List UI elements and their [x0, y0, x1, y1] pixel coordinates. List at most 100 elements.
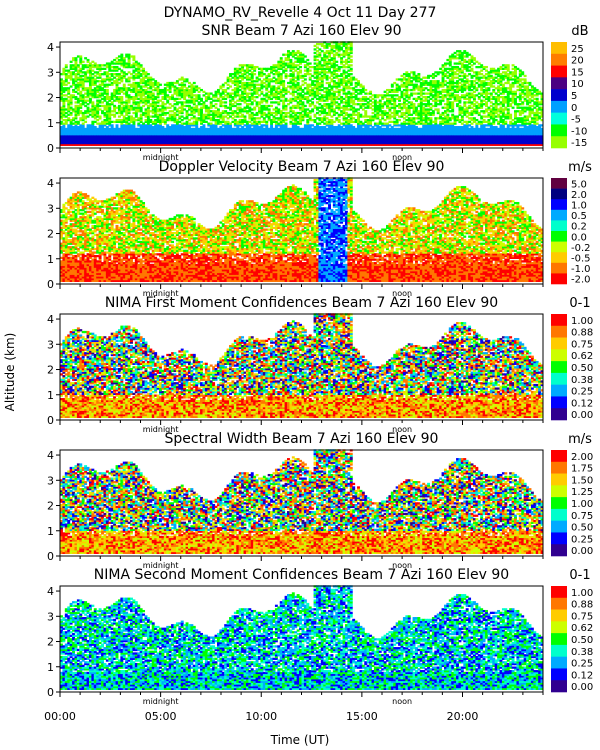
heatmap-cell	[86, 65, 90, 69]
heatmap-cell	[117, 131, 121, 134]
heatmap-cell	[69, 111, 73, 115]
heatmap-cell	[127, 58, 131, 62]
heatmap-cell	[76, 131, 80, 134]
heatmap-cell	[108, 104, 112, 108]
heatmap-cell	[98, 73, 102, 76]
heatmap-cell	[60, 117, 63, 120]
heatmap-cell	[185, 141, 189, 145]
heatmap-cell	[168, 97, 172, 101]
heatmap-cell	[173, 85, 177, 88]
heatmap-cell	[79, 103, 83, 106]
heatmap-cell	[86, 126, 90, 129]
heatmap-cell	[149, 87, 153, 90]
heatmap-cell	[62, 67, 66, 71]
heatmap-cell	[60, 85, 63, 88]
heatmap-cell	[183, 88, 187, 92]
heatmap-cell	[125, 87, 129, 90]
heatmap-cell	[178, 124, 182, 127]
heatmap-cell	[127, 138, 131, 141]
heatmap-cell	[134, 134, 138, 138]
heatmap-cell	[88, 94, 92, 97]
heatmap-cell	[130, 115, 133, 118]
heatmap-cell	[173, 108, 177, 111]
heatmap-cell	[308, 115, 312, 118]
heatmap-cell	[98, 88, 102, 92]
heatmap-cell	[120, 122, 124, 125]
heatmap-cell	[132, 71, 136, 74]
heatmap-cell	[175, 136, 179, 139]
heatmap-cell	[91, 108, 95, 111]
heatmap-cell	[96, 108, 100, 111]
heatmap-cell	[115, 96, 119, 99]
heatmap-cell	[185, 120, 189, 124]
heatmap-cell	[173, 92, 177, 95]
heatmap-cell	[163, 92, 167, 95]
heatmap-cell	[84, 78, 88, 81]
heatmap-cell	[142, 122, 146, 125]
heatmap-cell	[88, 80, 92, 83]
heatmap-cell	[110, 81, 114, 85]
heatmap-cell	[93, 71, 97, 74]
heatmap-cell	[120, 87, 124, 90]
heatmap-cell	[178, 141, 182, 145]
heatmap-cell	[173, 90, 177, 93]
heatmap-cell	[190, 106, 194, 109]
heatmap-cell	[79, 106, 83, 109]
heatmap-cell	[161, 97, 165, 101]
heatmap-cell	[72, 110, 75, 113]
heatmap-cell	[161, 113, 165, 116]
heatmap-cell	[139, 115, 143, 118]
heatmap-cell	[74, 57, 78, 60]
heatmap-cell	[139, 140, 143, 143]
heatmap-cell	[173, 141, 177, 145]
heatmap-cell	[69, 124, 73, 127]
heatmap-cell	[159, 124, 162, 127]
heatmap-cell	[180, 131, 184, 134]
heatmap-cell	[117, 111, 121, 115]
heatmap-cell	[60, 111, 63, 115]
heatmap-cell	[146, 99, 150, 102]
heatmap-cell	[178, 110, 182, 113]
heatmap-cell	[103, 73, 107, 76]
heatmap-cell	[267, 108, 271, 111]
heatmap-cell	[144, 124, 148, 127]
heatmap-cell	[101, 143, 104, 146]
heatmap-cell	[159, 92, 162, 95]
heatmap-cell	[175, 129, 179, 132]
heatmap-cell	[60, 140, 63, 143]
heatmap-cell	[72, 71, 75, 74]
heatmap-cell	[180, 108, 184, 111]
heatmap-cell	[72, 134, 75, 138]
heatmap-cell	[183, 117, 187, 120]
heatmap-cell	[173, 124, 177, 127]
heatmap-cell	[151, 78, 155, 81]
heatmap-cell	[96, 129, 100, 132]
heatmap-cell	[146, 110, 150, 113]
heatmap-cell	[120, 113, 124, 116]
heatmap-cell	[180, 83, 184, 86]
heatmap-cell	[156, 99, 160, 102]
heatmap-cell	[98, 80, 102, 83]
heatmap-cell	[69, 131, 73, 134]
heatmap-cell	[98, 101, 102, 104]
heatmap-cell	[86, 78, 90, 81]
heatmap-cell	[161, 126, 165, 129]
heatmap-cell	[115, 136, 119, 139]
heatmap-cell	[127, 57, 131, 60]
heatmap-cell	[180, 141, 184, 145]
heatmap-cell	[117, 143, 121, 146]
heatmap-cell	[64, 94, 68, 97]
heatmap-cell	[229, 85, 232, 88]
heatmap-cell	[161, 131, 165, 134]
heatmap-cell	[110, 65, 114, 69]
heatmap-cell	[79, 131, 83, 134]
heatmap-cell	[142, 140, 146, 143]
heatmap-cell	[72, 141, 75, 145]
heatmap-cell	[105, 120, 109, 124]
heatmap-cell	[192, 122, 196, 125]
heatmap-cell	[132, 69, 136, 72]
heatmap-cell	[168, 110, 172, 113]
heatmap-cell	[113, 136, 117, 139]
heatmap-cell	[134, 62, 138, 65]
heatmap-cell	[144, 136, 148, 139]
